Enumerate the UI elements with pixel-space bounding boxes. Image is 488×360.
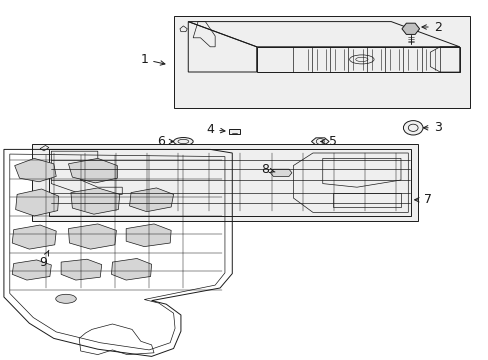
Polygon shape — [126, 224, 171, 247]
Polygon shape — [32, 144, 417, 221]
Polygon shape — [111, 258, 151, 280]
Polygon shape — [129, 188, 173, 212]
Text: 9: 9 — [39, 250, 49, 269]
Polygon shape — [401, 23, 419, 35]
Polygon shape — [12, 260, 51, 280]
Polygon shape — [71, 188, 120, 214]
Polygon shape — [68, 158, 117, 183]
Text: 7: 7 — [414, 193, 431, 206]
Text: 6: 6 — [157, 135, 173, 148]
Text: 1: 1 — [140, 53, 164, 66]
Polygon shape — [270, 169, 291, 176]
Polygon shape — [68, 224, 116, 249]
Text: 3: 3 — [423, 121, 441, 134]
Circle shape — [403, 121, 422, 135]
Polygon shape — [12, 225, 56, 249]
Ellipse shape — [56, 294, 76, 303]
Bar — [229, 129, 240, 134]
Polygon shape — [61, 259, 102, 280]
Polygon shape — [173, 16, 469, 108]
Polygon shape — [311, 138, 328, 145]
Text: 5: 5 — [320, 135, 336, 148]
Text: 4: 4 — [206, 123, 224, 136]
Polygon shape — [16, 189, 59, 216]
Ellipse shape — [173, 138, 193, 145]
Text: 8: 8 — [261, 163, 274, 176]
Text: 2: 2 — [421, 21, 441, 33]
Polygon shape — [15, 158, 56, 182]
